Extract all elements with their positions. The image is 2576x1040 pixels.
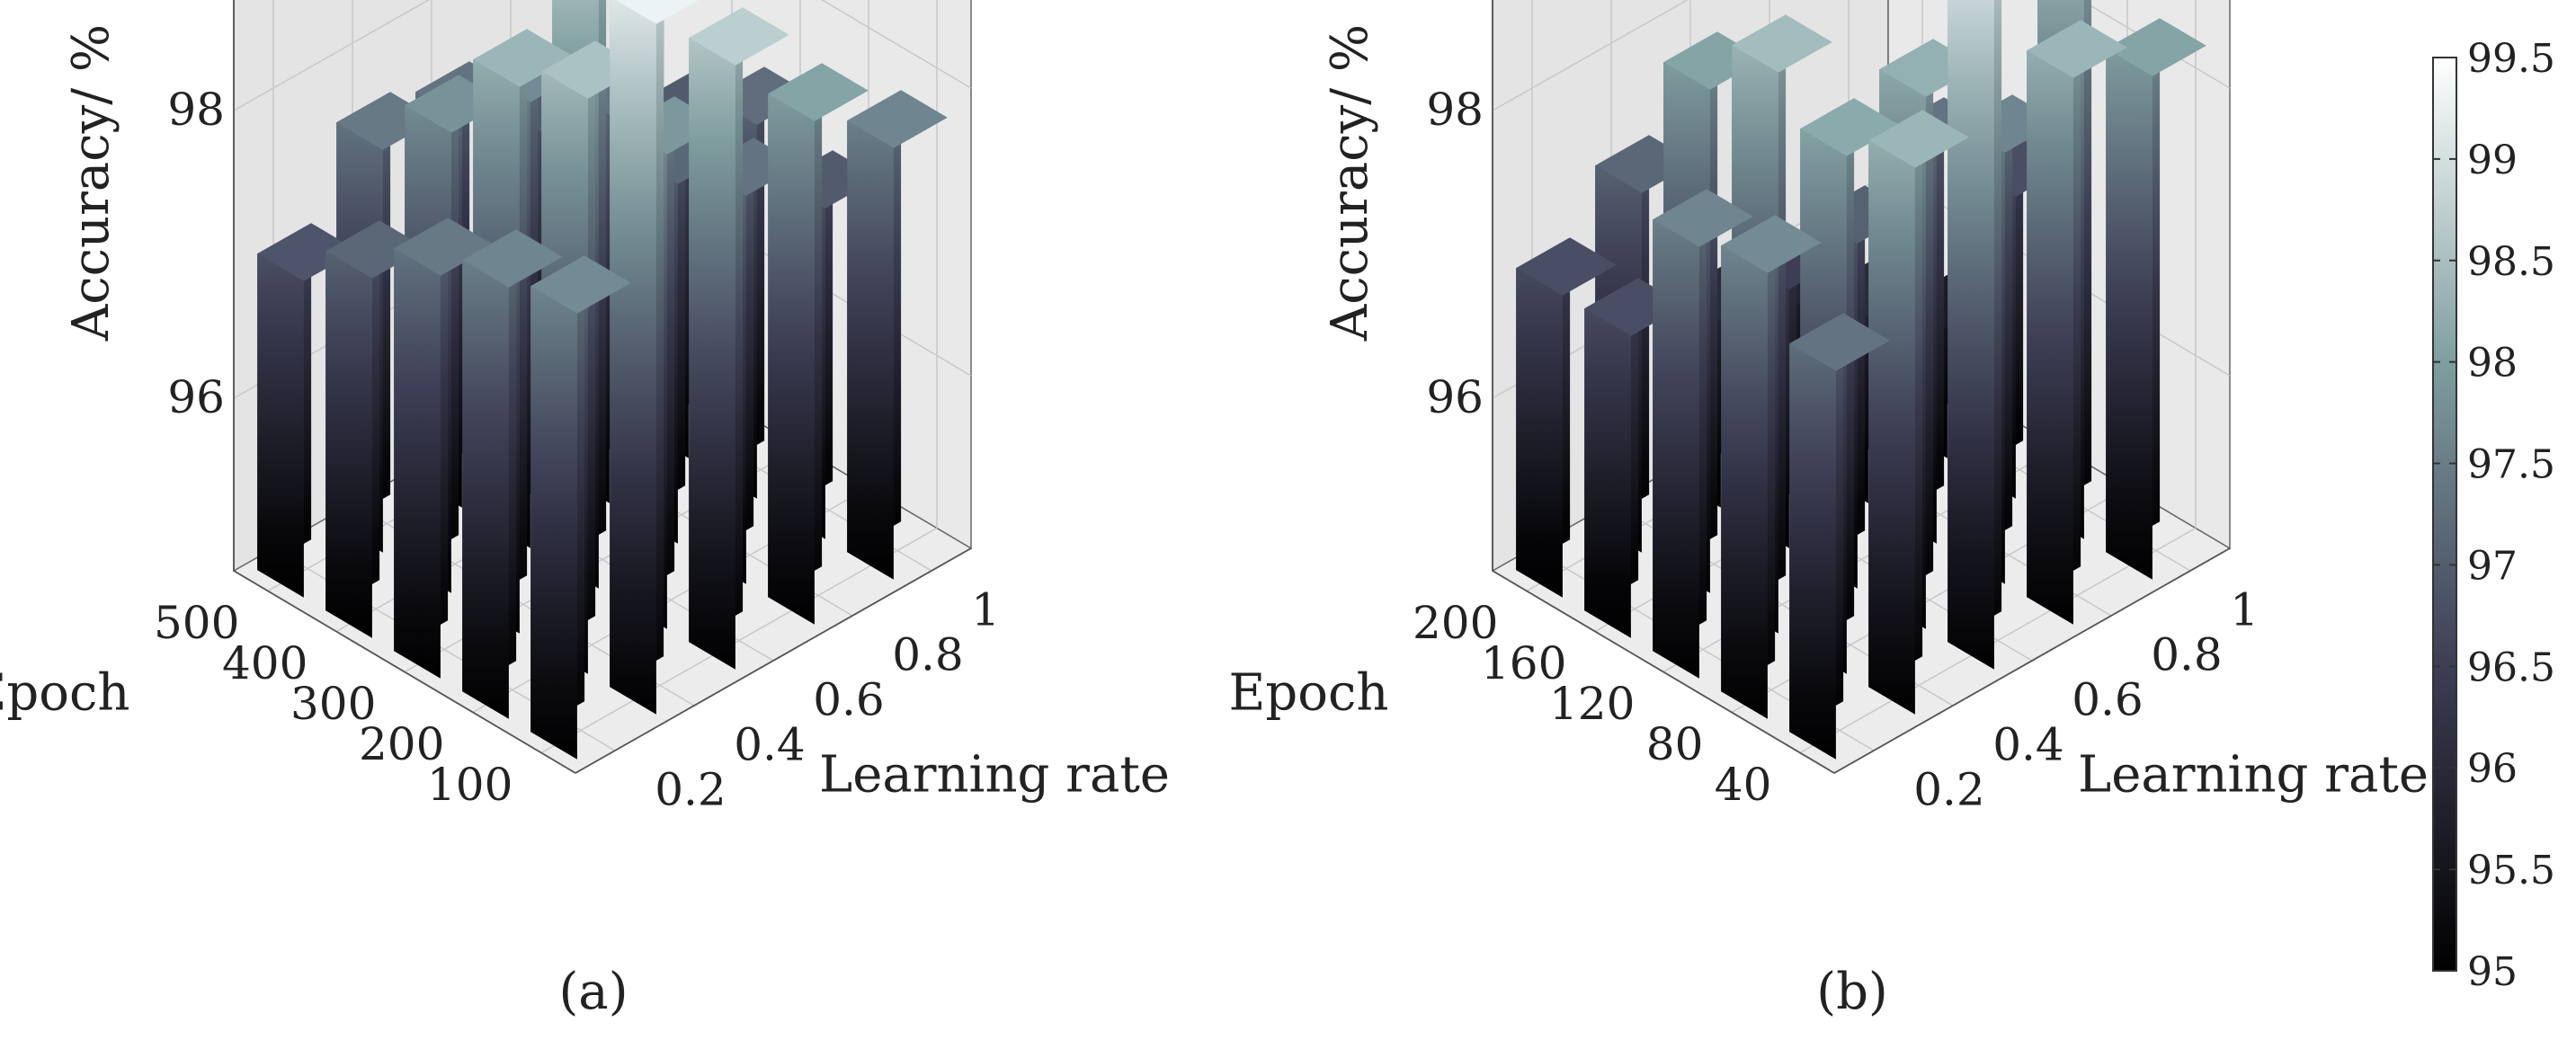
- y-tick-label: 0.6: [2072, 673, 2144, 725]
- colorbar-tick-label: 96: [2467, 746, 2518, 792]
- colorbar-tick-label: 99.5: [2467, 36, 2555, 82]
- axis-lines: [1492, 0, 2231, 774]
- z-tick-label: 96: [167, 371, 225, 423]
- colorbar-gradient: [2432, 57, 2457, 972]
- bar: [1789, 313, 1890, 760]
- bar: [462, 229, 563, 719]
- colorbar-tick-label: 97.5: [2467, 442, 2555, 488]
- x-tick-label: 40: [1715, 759, 1772, 811]
- z-tick-label: 98: [1426, 84, 1484, 136]
- y-tick-label: 0.8: [2151, 628, 2223, 680]
- axis-lines: [233, 0, 972, 774]
- panel-label: (b): [1816, 963, 1888, 1021]
- bar: [1868, 110, 1969, 715]
- x-tick-label: 400: [222, 637, 308, 689]
- bar: [530, 255, 631, 760]
- x-tick-label: 200: [359, 718, 444, 770]
- bar: [257, 223, 358, 598]
- bar: [1721, 215, 1822, 719]
- y-tick-label: 1: [971, 583, 1000, 636]
- colorbar-tick-label: 99: [2467, 138, 2518, 183]
- bars: [257, 0, 948, 760]
- z-tick-labels: 9698100: [1426, 84, 1484, 423]
- y-tick-labels: 0.20.40.60.81: [655, 583, 1000, 815]
- bar: [1948, 0, 2002, 670]
- y-tick-label: 0.2: [1913, 763, 1985, 815]
- x-tick-label: 160: [1481, 637, 1566, 689]
- z-tick-label: 96: [1426, 371, 1484, 423]
- y-tick-label: 0.4: [1992, 718, 2064, 770]
- bar: [768, 63, 869, 625]
- x-tick-label: 500: [154, 597, 239, 649]
- colorbar-tick-label: 98.5: [2467, 239, 2555, 285]
- colorbar-tick-label: 97: [2467, 543, 2518, 589]
- y-tick-label: 0.2: [655, 763, 726, 815]
- bar: [325, 220, 426, 638]
- colorbar: 95 95.5 96 96.5 97 97.5 98 98.5 99 99.5: [2432, 36, 2555, 995]
- x-tick-label: 80: [1646, 718, 1704, 770]
- y-tick-label: 0.4: [734, 718, 806, 770]
- colorbar-tick-label: 98: [2467, 341, 2518, 387]
- bars: [1516, 0, 2206, 760]
- panel-b: 40801201602000.20.40.60.819698100EpochLe…: [1229, 0, 2429, 1021]
- y-tick-label: 1: [2230, 583, 2259, 636]
- bar: [2106, 18, 2206, 580]
- z-axis-label: Accuracy/ %: [62, 24, 120, 342]
- y-axis-label: Learning rate: [819, 746, 1170, 804]
- bar: [2027, 20, 2127, 625]
- y-axis-label: Learning rate: [2078, 746, 2429, 804]
- y-tick-label: 0.6: [813, 673, 885, 725]
- bar: [610, 0, 700, 715]
- bar: [689, 7, 789, 670]
- x-tick-label: 200: [1413, 597, 1498, 649]
- panel-label: (a): [558, 963, 628, 1021]
- x-tick-label: 120: [1549, 678, 1635, 730]
- x-axis-label: Epoch: [1229, 664, 1389, 723]
- y-tick-label: 0.8: [892, 628, 964, 680]
- bar: [1653, 189, 1753, 679]
- bar: [394, 218, 495, 679]
- bar: [847, 90, 948, 580]
- colorbar-tick-label: 96.5: [2467, 644, 2555, 690]
- colorbar-tick-label: 95.5: [2467, 848, 2555, 893]
- colorbar-tick-label: 95: [2467, 949, 2518, 995]
- y-tick-labels: 0.20.40.60.81: [1913, 583, 2259, 815]
- x-tick-label: 100: [427, 759, 513, 811]
- bar: [1516, 237, 1617, 598]
- x-tick-label: 300: [290, 678, 376, 730]
- z-axis-label: Accuracy/ %: [1321, 24, 1379, 342]
- x-axis-label: Epoch: [0, 664, 129, 723]
- z-tick-label: 98: [167, 84, 225, 136]
- z-tick-labels: 9698100: [167, 84, 225, 423]
